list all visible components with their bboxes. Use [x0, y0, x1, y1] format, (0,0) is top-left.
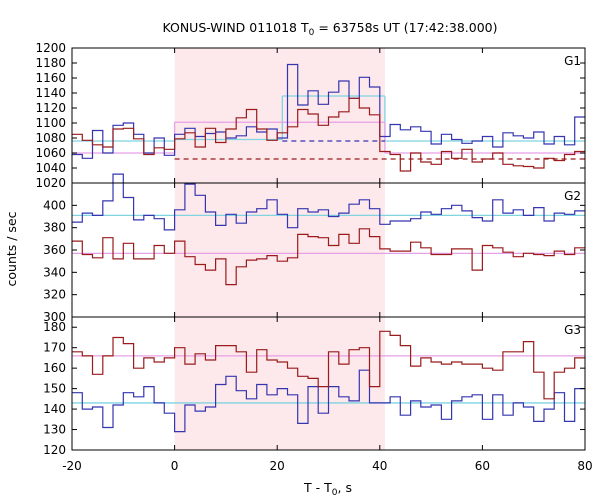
panel-g2: 300 320 340 360 380 400 G2 — [43, 173, 586, 324]
y-tick-label: 320 — [43, 288, 66, 302]
y-tick-label: 1040 — [35, 161, 66, 175]
x-axis-label: T - T0, s — [303, 480, 352, 498]
series-red-step-line — [72, 228, 585, 286]
y-tick-label: 180 — [43, 320, 66, 334]
series-blue-step-line — [72, 173, 585, 231]
y-tick-label: 130 — [43, 423, 66, 437]
y-tick-label: 1020 — [35, 176, 66, 190]
panel-label-g1: G1 — [564, 54, 581, 68]
x-tick-label: 60 — [475, 459, 490, 473]
y-tick-label: 140 — [43, 402, 66, 416]
panel-g3: 120 130 140 150 160 170 180 G3 — [43, 316, 586, 457]
panel-g1: 1020104010601080110011201140116011801200… — [35, 41, 586, 190]
series-red-step-line — [72, 97, 585, 172]
y-tick-label: 170 — [43, 341, 66, 355]
y-tick-label: 1060 — [35, 146, 66, 160]
y-tick-label: 1180 — [35, 56, 66, 70]
series-blue-step-line — [72, 369, 585, 433]
y-tick-label: 160 — [43, 361, 66, 375]
y-tick-label: 360 — [43, 243, 66, 257]
chart-title: KONUS-WIND 011018 T0 = 63758s UT (17:42:… — [162, 20, 497, 38]
panel-frame — [71, 316, 586, 451]
y-tick-label: 1080 — [35, 131, 66, 145]
panel-label-g2: G2 — [564, 189, 581, 203]
y-tick-label: 150 — [43, 382, 66, 396]
series-red-step-line — [72, 330, 585, 400]
y-tick-label: 1100 — [35, 116, 66, 130]
y-tick-label: 1200 — [35, 41, 66, 55]
shaded-interval — [174, 183, 385, 317]
shaded-interval — [174, 48, 385, 183]
x-tick-label: 80 — [577, 459, 592, 473]
y-tick-label: 1160 — [35, 71, 66, 85]
panels-layer: 1020104010601080110011201140116011801200… — [35, 41, 592, 473]
shaded-interval — [174, 317, 385, 450]
y-tick-label: 380 — [43, 221, 66, 235]
y-tick-label: 1120 — [35, 101, 66, 115]
x-tick-label: 0 — [171, 459, 179, 473]
y-tick-label: 120 — [43, 443, 66, 457]
x-tick-label: -20 — [62, 459, 82, 473]
panel-label-g3: G3 — [564, 323, 581, 337]
y-tick-label: 300 — [43, 310, 66, 324]
x-tick-label: 20 — [270, 459, 285, 473]
series-blue-step-line — [72, 63, 585, 159]
y-tick-label: 340 — [43, 265, 66, 279]
x-tick-label: 40 — [372, 459, 387, 473]
y-tick-label: 1140 — [35, 86, 66, 100]
y-axis-label: counts / sec — [4, 211, 19, 286]
y-tick-label: 400 — [43, 198, 66, 212]
